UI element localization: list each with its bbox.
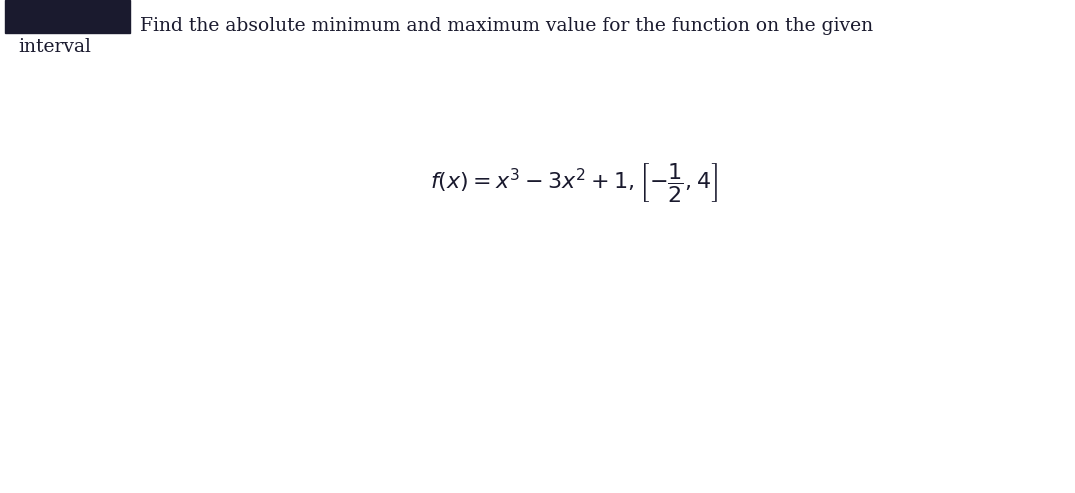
Text: interval: interval [18, 38, 91, 56]
Text: $f(x) = x^3 - 3x^2 + 1, \left[-\dfrac{1}{2}, 4\right]$: $f(x) = x^3 - 3x^2 + 1, \left[-\dfrac{1}… [430, 162, 718, 205]
Text: Find the absolute minimum and maximum value for the function on the given: Find the absolute minimum and maximum va… [140, 17, 873, 35]
Polygon shape [5, 0, 130, 33]
